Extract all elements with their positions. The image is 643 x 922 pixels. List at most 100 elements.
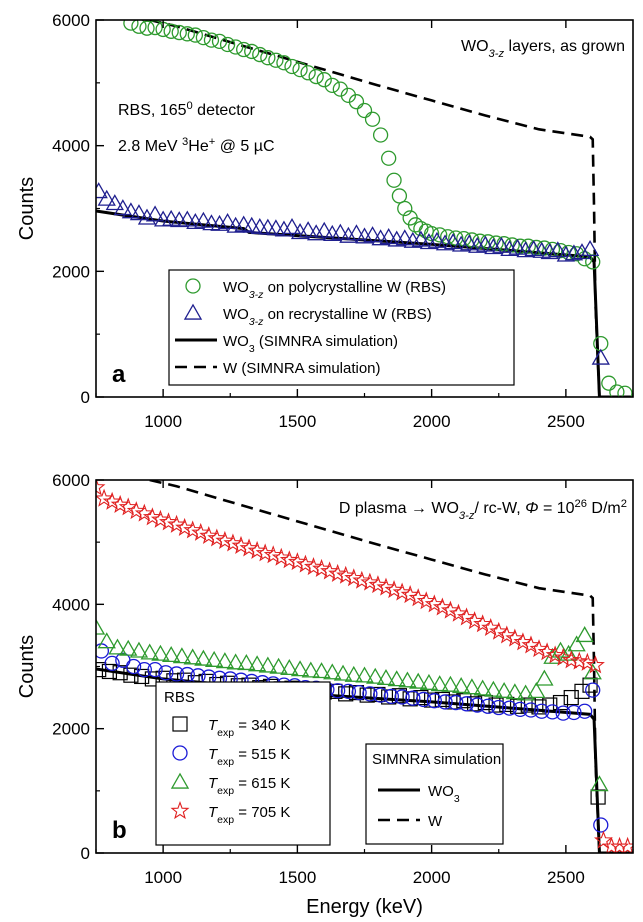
panel-a-point: [178, 210, 197, 227]
panel-b-point: [183, 520, 203, 539]
panel-a-series-1: [96, 182, 610, 365]
panel-b-point: [104, 655, 120, 672]
panel-b-legend-simnra-box: [365, 743, 504, 845]
panel-a-point: [411, 230, 431, 247]
panel-b-point: [553, 647, 573, 666]
panel-b-point: [333, 664, 353, 681]
panel-a-point: [372, 127, 389, 143]
panel-b-y-tick-label: 4000: [52, 595, 90, 614]
panel-a-point: [548, 241, 567, 258]
panel-a-legend-label: WO3-z on polycrystalline W (RBS): [223, 279, 446, 301]
panel-b-point: [567, 635, 586, 652]
panel-a-plot-area: [96, 20, 633, 397]
panel-a-point: [96, 182, 108, 199]
panel-b-point: [271, 547, 291, 566]
panel-a-point: [379, 228, 398, 245]
panel-b-point: [351, 684, 367, 701]
panel-a-y-tick-label: 6000: [52, 11, 90, 30]
panel-b-y-tick-label: 0: [81, 844, 90, 863]
panel-b-legend-rbs-label: Texp = 340 K: [208, 717, 290, 739]
panel-b-point: [96, 480, 106, 496]
panel-b-point: [415, 691, 432, 708]
panel-b-point: [409, 672, 428, 689]
panel-b-legend-marker: [170, 772, 190, 789]
panel-a-y-axis-title: Counts: [16, 177, 38, 240]
panel-a-annotation-title: WO3-z layers, as grown: [461, 38, 625, 60]
panel-b-point: [172, 647, 192, 664]
panel-a-point: [123, 20, 139, 31]
panel-a-point: [524, 239, 543, 257]
panel-a-point: [364, 111, 381, 127]
panel-b-point: [167, 514, 187, 533]
panel-b-legend-marker: [172, 745, 188, 761]
panel-b-point: [215, 530, 235, 550]
panel-a-point: [113, 199, 133, 216]
panel-a-point: [105, 194, 124, 211]
panel-a-point: [386, 172, 402, 188]
panel-b-point: [535, 669, 554, 686]
panel-b-point: [340, 683, 357, 700]
panel-b-point: [577, 652, 597, 671]
panel-a-point: [348, 94, 365, 110]
panel-b-point: [457, 607, 477, 626]
panel-b-y-tick-label: 6000: [52, 471, 90, 490]
panel-b-point: [323, 663, 342, 680]
panel-a-legend-label: WO3-z on recrystalline W (RBS): [223, 306, 432, 328]
panel-b-point: [362, 686, 378, 702]
panel-b-point: [119, 639, 138, 656]
panel-b-point: [134, 503, 154, 522]
panel-a-point: [195, 29, 212, 46]
panel-b-point: [618, 836, 633, 853]
panel-b-point: [158, 665, 174, 681]
panel-a-point: [274, 220, 294, 237]
panel-a-panel-letter: a: [112, 361, 126, 388]
panel-b-point: [563, 689, 579, 706]
panel-a-point: [252, 46, 268, 63]
panel-b-point: [368, 575, 388, 594]
panel-b-series-3: [96, 480, 633, 853]
panel-b-series-1: [96, 643, 609, 833]
panel-b-point: [542, 697, 558, 713]
panel-b-point: [101, 663, 118, 680]
panel-a-point: [210, 214, 229, 231]
panel-a-legend-label: W (SIMNRA simulation): [223, 360, 381, 377]
panel-a-point: [460, 234, 479, 251]
panel-b-point: [473, 679, 492, 696]
panel-b-point: [258, 656, 278, 673]
panel-b-point: [516, 684, 535, 701]
panel-a-point: [609, 384, 625, 397]
panel-b-point: [215, 652, 235, 669]
panel-a-annotation-beam: 2.8 MeV 3He+ @ 5 µC: [118, 136, 275, 155]
panel-b-legend-rbs-title: RBS: [164, 689, 195, 706]
panel-b-point: [521, 635, 541, 654]
panel-b-series-line-w: [149, 480, 633, 853]
panel-a-point: [290, 223, 310, 240]
panel-b-point: [458, 696, 475, 712]
panel-a-point: [139, 20, 155, 36]
panel-b-point: [574, 683, 590, 699]
panel-a-point: [227, 39, 244, 55]
panel-b-point: [247, 655, 267, 672]
panel-b-point: [110, 494, 130, 513]
panel-b-point: [398, 671, 417, 688]
panel-b-point: [194, 649, 213, 666]
panel-b-point: [255, 543, 275, 562]
panel-b-point: [231, 535, 251, 554]
panel-b-point: [247, 540, 267, 559]
panel-b-point: [489, 621, 509, 640]
panel-b-point: [329, 683, 346, 699]
panel-b-point: [263, 545, 283, 564]
panel-b-point: [108, 638, 127, 655]
panel-b-point: [448, 694, 464, 711]
panel-a-point: [476, 235, 495, 252]
panel-a-y-tick-label: 0: [81, 388, 90, 407]
panel-a: 1000 1500 2000 2500 0 2000 4000 6000 Counts a: [16, 11, 634, 431]
panel-b-point: [531, 699, 547, 715]
panel-b-point: [237, 654, 256, 671]
panel-a-point: [97, 189, 116, 206]
panel-b-point: [512, 701, 528, 718]
panel-b-y-axis-title: Counts: [16, 635, 38, 698]
panel-a-point: [443, 233, 463, 250]
panel-a-point: [381, 150, 397, 166]
